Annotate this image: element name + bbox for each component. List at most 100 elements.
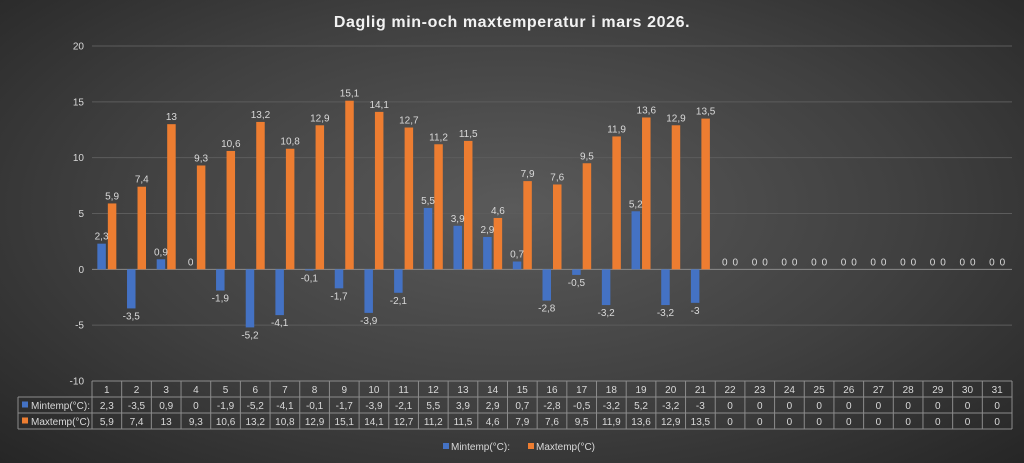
table-header-cell: 5: [223, 385, 229, 396]
bar-min: [394, 269, 403, 293]
table-header-cell: 19: [635, 385, 647, 396]
table-header-cell: 26: [843, 385, 855, 396]
bar-max: [612, 136, 621, 270]
table-cell: -3: [696, 401, 705, 412]
data-label: -2,1: [390, 296, 408, 307]
table-cell: 7,6: [545, 417, 559, 428]
table-cell: -1,7: [336, 401, 354, 412]
table-header-cell: 29: [932, 385, 944, 396]
table-header-cell: 6: [252, 385, 258, 396]
data-label: 10,8: [280, 137, 300, 148]
table-header-cell: 3: [163, 385, 169, 396]
y-tick-label: 10: [73, 153, 85, 164]
bar-max: [701, 118, 710, 270]
table-header-cell: 4: [193, 385, 199, 396]
data-label: 0: [959, 257, 965, 268]
table-header-cell: 12: [428, 385, 440, 396]
legend-swatch: [443, 443, 449, 449]
table-cell: 5,2: [634, 401, 648, 412]
bar-max: [523, 181, 532, 270]
table-cell: 13: [161, 417, 173, 428]
table-cell: 5,9: [100, 417, 114, 428]
table-cell: -5,2: [247, 401, 265, 412]
bar-min: [156, 259, 166, 270]
data-label: 0: [970, 257, 976, 268]
table-cell: 11,9: [602, 417, 621, 428]
data-label: 0: [911, 257, 917, 268]
bar-min: [245, 269, 255, 328]
table-cell: 0,7: [515, 401, 529, 412]
data-label: -4,1: [271, 318, 289, 329]
data-label: 0: [781, 257, 787, 268]
table-header-cell: 14: [487, 385, 499, 396]
y-tick-label: 20: [73, 42, 85, 53]
bar-min: [364, 269, 373, 313]
table-cell: 0: [787, 417, 793, 428]
bar-min: [572, 269, 581, 275]
table-cell: -3,9: [365, 401, 383, 412]
table-cell: 4,6: [486, 417, 500, 428]
table-header-cell: 8: [312, 385, 318, 396]
data-label: 7,4: [135, 175, 149, 186]
data-label: 4,6: [491, 206, 505, 217]
table-cell: 0: [193, 401, 199, 412]
data-label: -0,5: [568, 278, 586, 289]
bar-max: [463, 140, 473, 270]
table-cell: 5,5: [426, 401, 440, 412]
legend-key: [22, 401, 28, 408]
data-table: 1 2 3 4 5 6 7 8 9 10 11 12 13 14 15 16 17 18 19 20 21 22 23 24 2…: [17, 380, 1013, 430]
table-header-cell: 16: [546, 385, 558, 396]
bar-max: [582, 163, 592, 270]
data-label: -3,2: [657, 308, 675, 319]
bar-max: [345, 100, 354, 270]
table-header-cell: 2: [134, 385, 140, 396]
data-label: -2,8: [538, 304, 556, 315]
table-cell: 3,9: [456, 401, 470, 412]
table-header-cell: 7: [282, 385, 288, 396]
data-label: 0: [940, 257, 946, 268]
table-cell: 12,7: [394, 417, 414, 428]
table-header-cell: 27: [873, 385, 885, 396]
y-tick-label: -5: [75, 321, 84, 332]
table-cell: 0: [757, 417, 763, 428]
bar-max: [256, 121, 265, 270]
table-header-cell: 23: [754, 385, 766, 396]
table-cell: 7,9: [515, 417, 529, 428]
data-label: 2,3: [95, 232, 109, 243]
table-cell: 2,3: [100, 401, 114, 412]
bar-max: [493, 217, 503, 270]
data-label: 13,5: [696, 107, 716, 118]
table-cell: 10,6: [216, 417, 236, 428]
y-tick-label: 0: [78, 265, 84, 276]
data-label: -5,2: [241, 330, 259, 341]
y-tick-label: -10: [70, 377, 85, 388]
y-axis: 20 15 10 5 0 -5 -10: [70, 42, 85, 388]
table-header-cell: 25: [814, 385, 826, 396]
table-cell: 10,8: [275, 417, 295, 428]
bar-min: [512, 261, 522, 270]
bar-max: [315, 125, 325, 270]
table-cell: 9,5: [575, 417, 589, 428]
legend-label: Mintemp(°C):: [451, 442, 510, 453]
table-cell: -2,1: [395, 401, 413, 412]
bar-max: [642, 117, 651, 270]
bar-min: [423, 207, 433, 270]
data-label: 0: [989, 257, 995, 268]
table-cell: 0: [787, 401, 793, 412]
table-cell: 7,4: [130, 417, 144, 428]
y-tick-label: 15: [73, 97, 85, 108]
data-label: 0: [881, 257, 887, 268]
table-cell: 14,1: [364, 417, 384, 428]
bar-max: [671, 125, 681, 270]
data-labels: 2,3 5,9 -3,5 7,4 0,9 13 0 9,3 -1,9 10,6 -5,2 13,2 -4…: [95, 89, 1006, 342]
data-label: -3,9: [360, 316, 378, 327]
table-header-cell: 15: [517, 385, 529, 396]
bar-min: [216, 269, 225, 291]
data-label: 2,9: [480, 225, 494, 236]
table-cell: 0: [994, 417, 1000, 428]
table-row-label: Maxtemp(°C): [31, 417, 90, 428]
data-label: -0,1: [301, 273, 319, 284]
bar-min: [334, 269, 344, 289]
data-label: 0: [841, 257, 847, 268]
